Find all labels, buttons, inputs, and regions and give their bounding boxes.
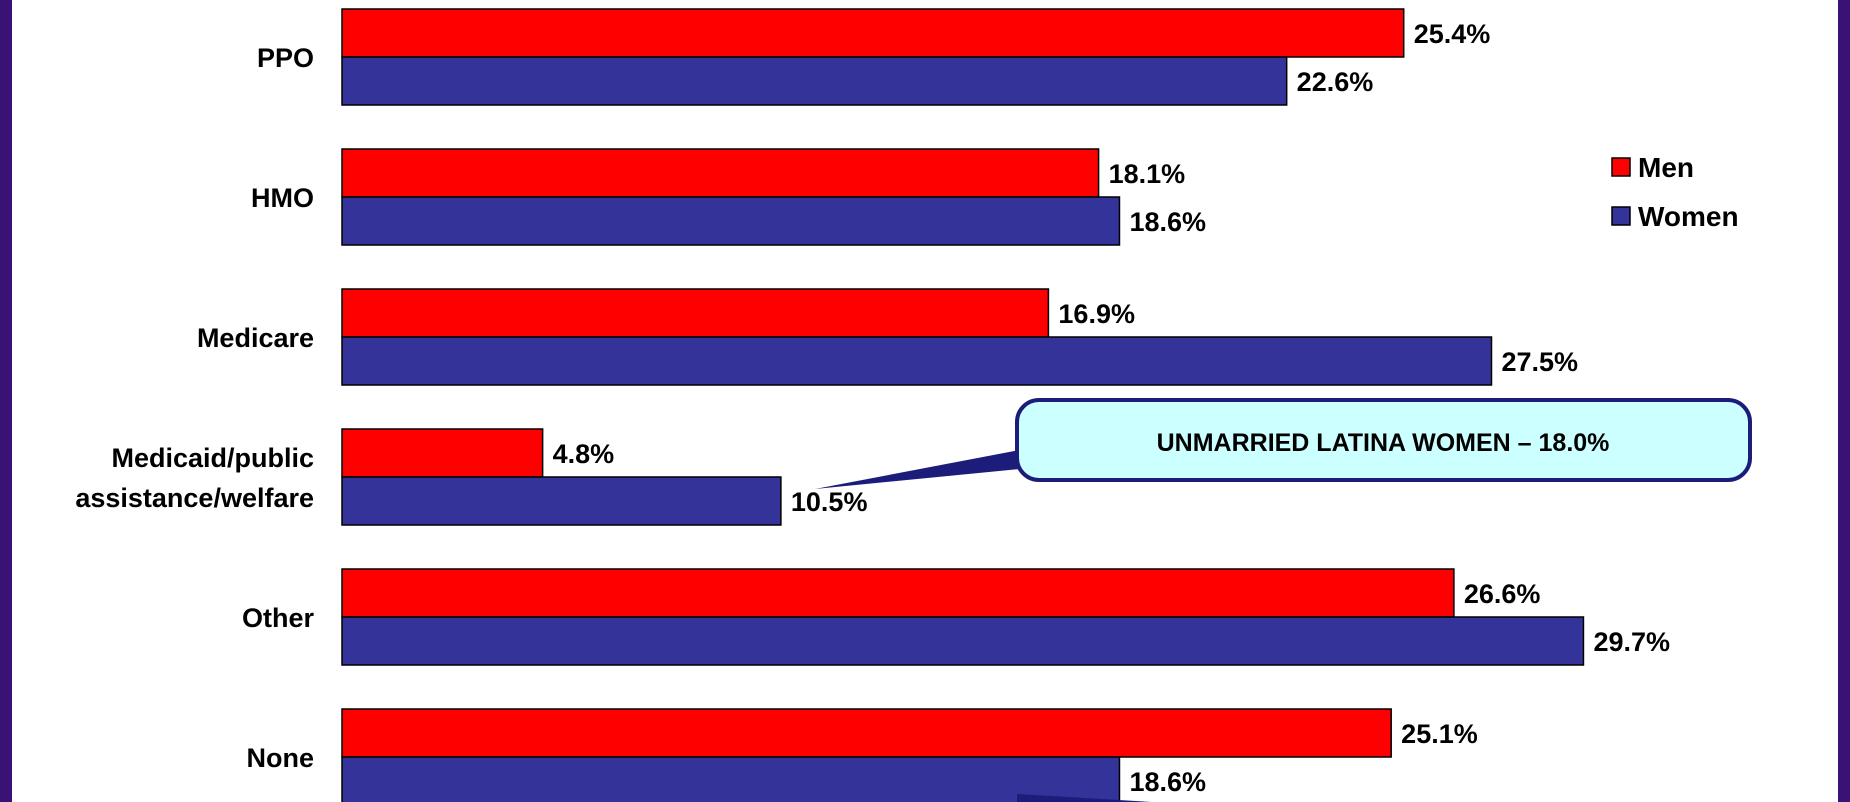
callout-text: UNMARRIED LATINA WOMEN – 18.0% — [1157, 429, 1610, 457]
chart-slide: PPO 25.4% 22.6% HMO 18.1% 18.6% Medicare 16.9% 2… — [12, 0, 1838, 802]
bars-group — [341, 8, 1585, 802]
bar-women — [341, 56, 1288, 106]
bar-men — [341, 288, 1050, 338]
data-label-men: 25.1% — [1401, 719, 1478, 749]
bar-men — [341, 148, 1100, 198]
data-label-women: 29.7% — [1593, 627, 1670, 657]
data-label-men: 25.4% — [1414, 19, 1491, 49]
category-label: Other — [242, 603, 315, 633]
data-label-men: 16.9% — [1058, 299, 1135, 329]
data-label-men: 26.6% — [1464, 579, 1541, 609]
partial-callout-pointer — [1017, 794, 1152, 802]
callout-box — [1015, 398, 1752, 482]
bar-women — [341, 196, 1121, 246]
bar-chart: PPO 25.4% 22.6% HMO 18.1% 18.6% Medicare 16.9% 2… — [75, 8, 1752, 802]
bar-women — [341, 336, 1493, 386]
bar-men — [341, 708, 1392, 758]
bar-men — [341, 428, 544, 478]
annotation-callout: UNMARRIED LATINA WOMEN – 18.0% — [815, 398, 1752, 489]
labels-group: PPO 25.4% 22.6% HMO 18.1% 18.6% Medicare 16.9% 2… — [75, 19, 1670, 797]
bar-women — [341, 476, 782, 526]
category-label: PPO — [257, 43, 314, 73]
category-label: HMO — [251, 183, 314, 213]
legend-label-women: Women — [1638, 201, 1739, 232]
legend-label-men: Men — [1638, 152, 1694, 183]
bar-women — [341, 616, 1585, 666]
legend: Men Women — [1611, 152, 1739, 232]
legend-swatch-men — [1611, 157, 1631, 177]
category-label: None — [247, 743, 315, 773]
callout-pointer — [815, 448, 1030, 489]
data-label-men: 4.8% — [553, 439, 615, 469]
data-label-women: 27.5% — [1502, 347, 1579, 377]
bar-women — [341, 756, 1121, 802]
legend-swatch-women — [1611, 206, 1631, 226]
category-label: Medicaid/public assistance/welfare — [75, 443, 314, 513]
data-label-men: 18.1% — [1109, 159, 1186, 189]
data-label-women: 18.6% — [1129, 207, 1206, 237]
data-label-women: 18.6% — [1129, 767, 1206, 797]
bar-men — [341, 8, 1405, 58]
bar-men — [341, 568, 1455, 618]
category-label: Medicare — [197, 323, 314, 353]
data-label-women: 22.6% — [1297, 67, 1374, 97]
data-label-women: 10.5% — [791, 487, 868, 517]
